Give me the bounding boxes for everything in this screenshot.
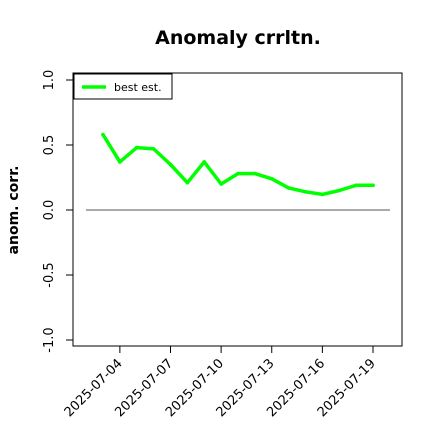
y-tick-label: -1.0: [42, 327, 57, 352]
legend-entry-label: best est.: [114, 81, 162, 94]
data-point: [185, 180, 190, 185]
series-line-0: [101, 132, 375, 197]
y-tick-label: 0.5: [42, 135, 57, 156]
data-point: [101, 132, 105, 137]
data-point: [236, 171, 240, 176]
data-point: [337, 188, 342, 193]
y-axis-label: anom. corr.: [6, 166, 22, 255]
data-point: [151, 147, 156, 151]
data-point: [168, 162, 173, 167]
chart-title: Anomaly crrltn.: [155, 27, 321, 49]
data-point: [253, 171, 257, 176]
data-point: [286, 186, 291, 190]
data-point: [134, 145, 139, 150]
data-point: [354, 183, 358, 188]
data-point: [118, 160, 122, 164]
y-tick-label: -0.5: [42, 262, 57, 287]
data-point: [303, 190, 308, 194]
data-point: [371, 183, 375, 188]
data-point: [269, 177, 274, 181]
y-tick-label: 1.0: [42, 70, 57, 91]
data-point: [202, 160, 207, 164]
x-axis: 2025-07-042025-07-072025-07-102025-07-13…: [62, 346, 379, 420]
data-point: [320, 192, 325, 197]
y-tick-label: 0.0: [42, 200, 57, 221]
data-point: [219, 182, 223, 186]
series-layer: [101, 132, 375, 197]
y-axis: -1.0 -0.5 0.0 0.5 1.0: [42, 70, 73, 353]
legend: best est.: [73, 73, 173, 100]
